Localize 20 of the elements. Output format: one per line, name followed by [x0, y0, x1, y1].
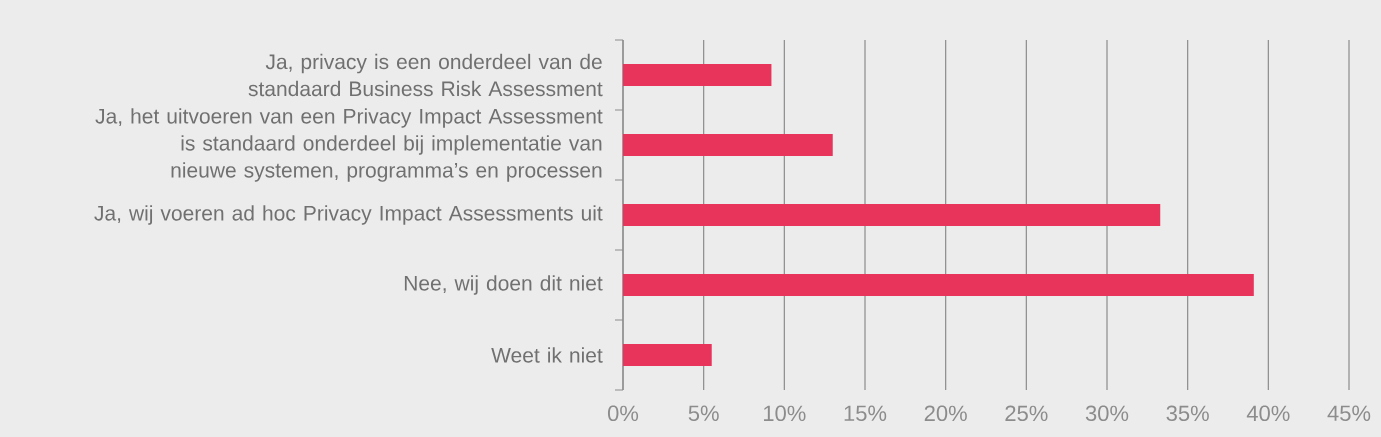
y-tick-label: Ja, privacy is een onderdeel van de standaard Business Risk Assessment: [248, 53, 603, 97]
bar: [623, 204, 1161, 226]
x-tick-label: 25%: [1005, 405, 1048, 422]
x-tick-label: 35%: [1166, 405, 1209, 422]
bar: [623, 64, 772, 86]
y-tick-label: Weet ik niet: [491, 347, 603, 363]
x-tick-label: 45%: [1327, 405, 1371, 422]
x-tick-label: 15%: [844, 405, 887, 422]
bar: [623, 274, 1254, 297]
bar: [623, 134, 833, 156]
y-tick-label: Nee, wij doen dit niet: [404, 275, 603, 295]
y-tick-label: Ja, het uitvoeren van een Privacy Impact Assessment is standaard onderdeel bij implementatie van nieuwe systemen, programma’s en processen: [95, 108, 603, 182]
x-tick-label: 30%: [1085, 405, 1129, 422]
x-tick-label: 5%: [688, 405, 719, 422]
bar: [623, 344, 712, 367]
x-tick-label: 0%: [607, 405, 639, 422]
y-tick-label: Ja, wij voeren ad hoc Privacy Impact Assessments uit: [94, 205, 603, 225]
x-tick-label: 40%: [1246, 405, 1290, 422]
x-tick-label: 10%: [764, 405, 806, 422]
x-tick-label: 20%: [924, 405, 967, 422]
